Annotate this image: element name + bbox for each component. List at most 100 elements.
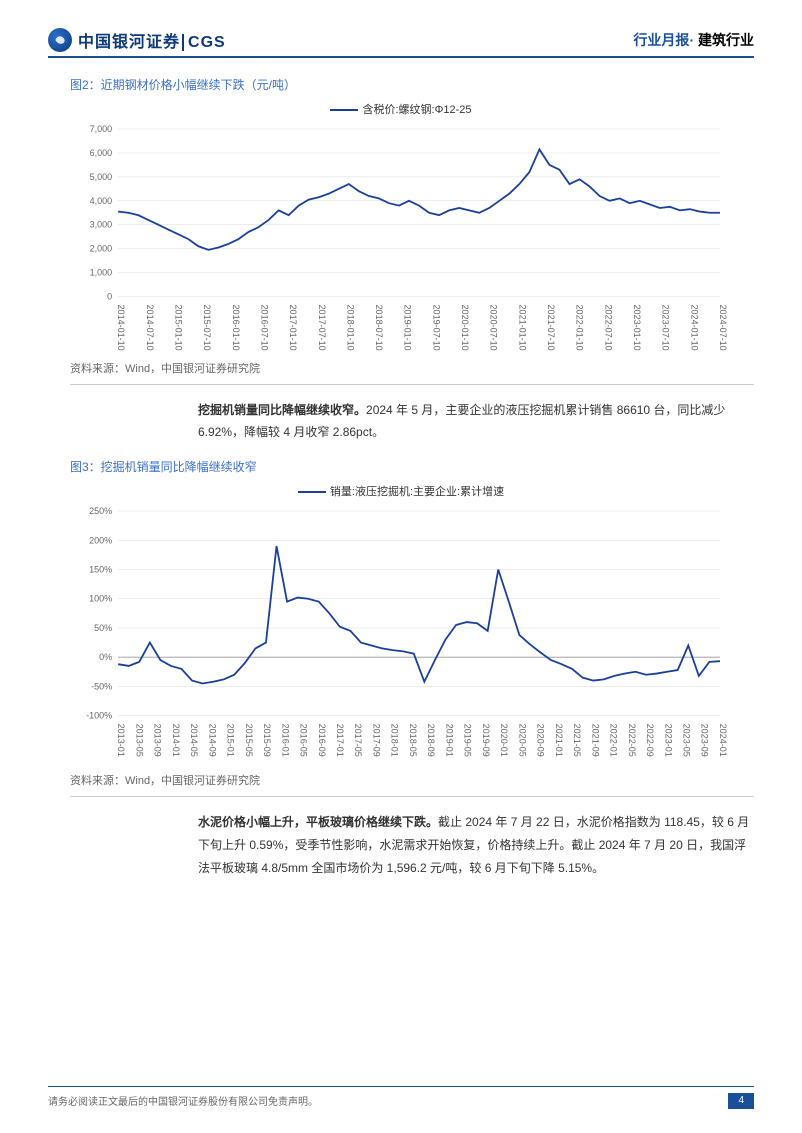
brand-en: CGS bbox=[182, 34, 226, 51]
svg-text:2018-01-10: 2018-01-10 bbox=[345, 305, 355, 351]
svg-text:2022-07-10: 2022-07-10 bbox=[603, 305, 613, 351]
svg-text:2015-07-10: 2015-07-10 bbox=[202, 305, 212, 351]
svg-text:2021-09: 2021-09 bbox=[590, 724, 600, 757]
fig2-chart: 含税价:螺纹钢:Φ12-25 0 1,000 2,000 3,000 4,000 5,00… bbox=[70, 101, 732, 352]
page-header: 中国银河证券CGS 行业月报· 建筑行业 bbox=[48, 28, 754, 58]
brand-text: 中国银河证券CGS bbox=[78, 28, 226, 52]
paragraph-1: 挖掘机销量同比降幅继续收窄。2024 年 5 月，主要企业的液压挖掘机累计销售 … bbox=[198, 399, 754, 445]
para1-bold: 挖掘机销量同比降幅继续收窄。 bbox=[198, 403, 366, 417]
svg-text:2015-05: 2015-05 bbox=[244, 724, 254, 757]
fig2-svg: 0 1,000 2,000 3,000 4,000 5,000 6,000 7,000 2014… bbox=[70, 121, 732, 352]
fig3-legend-swatch bbox=[298, 491, 326, 493]
svg-text:2021-01-10: 2021-01-10 bbox=[517, 305, 527, 351]
fig3-legend: 销量:液压挖掘机:主要企业:累计增速 bbox=[70, 483, 732, 499]
svg-text:2018-07-10: 2018-07-10 bbox=[374, 305, 384, 351]
svg-text:2018-01: 2018-01 bbox=[390, 724, 400, 757]
page-footer: 请务必阅读正文最后的中国银河证券股份有限公司免责声明。 4 bbox=[48, 1086, 754, 1109]
svg-text:2024-01: 2024-01 bbox=[718, 724, 728, 757]
svg-text:2019-01: 2019-01 bbox=[444, 724, 454, 757]
svg-text:2016-01-10: 2016-01-10 bbox=[231, 305, 241, 351]
report-type: 行业月报 bbox=[633, 32, 689, 48]
footer-disclaimer: 请务必阅读正文最后的中国银河证券股份有限公司免责声明。 bbox=[48, 1093, 318, 1109]
svg-text:2023-07-10: 2023-07-10 bbox=[661, 305, 671, 351]
svg-text:2015-01: 2015-01 bbox=[226, 724, 236, 757]
svg-text:2019-09: 2019-09 bbox=[481, 724, 491, 757]
svg-text:0%: 0% bbox=[99, 652, 112, 662]
svg-text:2014-07-10: 2014-07-10 bbox=[145, 305, 155, 351]
svg-text:2013-05: 2013-05 bbox=[134, 724, 144, 757]
svg-text:2019-05: 2019-05 bbox=[463, 724, 473, 757]
svg-text:2013-01: 2013-01 bbox=[116, 724, 126, 757]
svg-text:1,000: 1,000 bbox=[90, 268, 113, 278]
fig2-source: 资料来源：Wind，中国银河证券研究院 bbox=[70, 360, 754, 385]
svg-text:2017-01: 2017-01 bbox=[335, 724, 345, 757]
svg-text:2014-05: 2014-05 bbox=[189, 724, 199, 757]
svg-text:-100%: -100% bbox=[86, 711, 112, 721]
svg-text:0: 0 bbox=[107, 292, 112, 302]
logo-icon bbox=[48, 28, 72, 52]
svg-text:2020-01: 2020-01 bbox=[499, 724, 509, 757]
svg-text:2016-07-10: 2016-07-10 bbox=[259, 305, 269, 351]
svg-text:2022-09: 2022-09 bbox=[645, 724, 655, 757]
fig3-chart: 销量:液压挖掘机:主要企业:累计增速 -100% -50% 0% 50% 100% 150… bbox=[70, 483, 732, 764]
fig3-source: 资料来源：Wind，中国银河证券研究院 bbox=[70, 772, 754, 797]
svg-text:2022-01-10: 2022-01-10 bbox=[575, 305, 585, 351]
paragraph-2: 水泥价格小幅上升，平板玻璃价格继续下跌。截止 2024 年 7 月 22 日，水… bbox=[198, 811, 754, 879]
fig3-svg: -100%-50%0%50%100%150%200%250%2013-01201… bbox=[70, 503, 732, 764]
svg-text:2022-05: 2022-05 bbox=[627, 724, 637, 757]
svg-text:2014-01: 2014-01 bbox=[171, 724, 181, 757]
fig2-legend-swatch bbox=[330, 109, 358, 111]
fig2-legend-text: 含税价:螺纹钢:Φ12-25 bbox=[362, 104, 471, 116]
svg-text:7,000: 7,000 bbox=[90, 124, 113, 134]
svg-text:100%: 100% bbox=[89, 594, 112, 604]
svg-text:2023-01: 2023-01 bbox=[663, 724, 673, 757]
svg-text:-50%: -50% bbox=[91, 682, 112, 692]
svg-text:2023-05: 2023-05 bbox=[681, 724, 691, 757]
fig2-title: 图2：近期钢材价格小幅继续下跌（元/吨） bbox=[70, 76, 754, 93]
svg-text:2019-07-10: 2019-07-10 bbox=[431, 305, 441, 351]
fig2-legend: 含税价:螺纹钢:Φ12-25 bbox=[70, 101, 732, 117]
svg-text:2,000: 2,000 bbox=[90, 244, 113, 254]
svg-text:2017-07-10: 2017-07-10 bbox=[317, 305, 327, 351]
svg-text:3,000: 3,000 bbox=[90, 220, 113, 230]
fig3-legend-text: 销量:液压挖掘机:主要企业:累计增速 bbox=[330, 486, 504, 498]
para2-bold: 水泥价格小幅上升，平板玻璃价格继续下跌。 bbox=[198, 815, 438, 829]
svg-text:2016-05: 2016-05 bbox=[299, 724, 309, 757]
svg-text:2017-05: 2017-05 bbox=[353, 724, 363, 757]
svg-text:2015-09: 2015-09 bbox=[262, 724, 272, 757]
svg-text:250%: 250% bbox=[89, 506, 112, 516]
svg-text:2024-01-10: 2024-01-10 bbox=[689, 305, 699, 351]
svg-text:6,000: 6,000 bbox=[90, 148, 113, 158]
svg-text:2016-01: 2016-01 bbox=[280, 724, 290, 757]
svg-text:50%: 50% bbox=[94, 623, 112, 633]
svg-text:150%: 150% bbox=[89, 565, 112, 575]
brand-logo: 中国银河证券CGS bbox=[48, 28, 226, 52]
svg-text:2014-01-10: 2014-01-10 bbox=[116, 305, 126, 351]
brand-cn: 中国银河证券 bbox=[78, 34, 180, 51]
svg-text:2023-09: 2023-09 bbox=[700, 724, 710, 757]
svg-text:2015-01-10: 2015-01-10 bbox=[173, 305, 183, 351]
svg-text:2023-01-10: 2023-01-10 bbox=[632, 305, 642, 351]
svg-text:2013-09: 2013-09 bbox=[153, 724, 163, 757]
svg-text:2021-05: 2021-05 bbox=[572, 724, 582, 757]
svg-text:2014-09: 2014-09 bbox=[207, 724, 217, 757]
svg-text:2016-09: 2016-09 bbox=[317, 724, 327, 757]
svg-text:2017-09: 2017-09 bbox=[371, 724, 381, 757]
fig3-title: 图3：挖掘机销量同比降幅继续收窄 bbox=[70, 458, 754, 475]
svg-text:2021-07-10: 2021-07-10 bbox=[546, 305, 556, 351]
svg-text:2024-07-10: 2024-07-10 bbox=[718, 305, 728, 351]
svg-text:2020-01-10: 2020-01-10 bbox=[460, 305, 470, 351]
industry: 建筑行业 bbox=[698, 32, 754, 48]
svg-text:2018-05: 2018-05 bbox=[408, 724, 418, 757]
svg-text:5,000: 5,000 bbox=[90, 172, 113, 182]
svg-text:4,000: 4,000 bbox=[90, 196, 113, 206]
svg-text:2020-09: 2020-09 bbox=[536, 724, 546, 757]
svg-text:2022-01: 2022-01 bbox=[609, 724, 619, 757]
svg-text:2019-01-10: 2019-01-10 bbox=[403, 305, 413, 351]
svg-text:2020-05: 2020-05 bbox=[517, 724, 527, 757]
svg-text:2020-07-10: 2020-07-10 bbox=[489, 305, 499, 351]
svg-text:2021-01: 2021-01 bbox=[554, 724, 564, 757]
svg-text:2017-01-10: 2017-01-10 bbox=[288, 305, 298, 351]
page-number: 4 bbox=[728, 1093, 754, 1109]
header-right: 行业月报· 建筑行业 bbox=[633, 30, 754, 50]
